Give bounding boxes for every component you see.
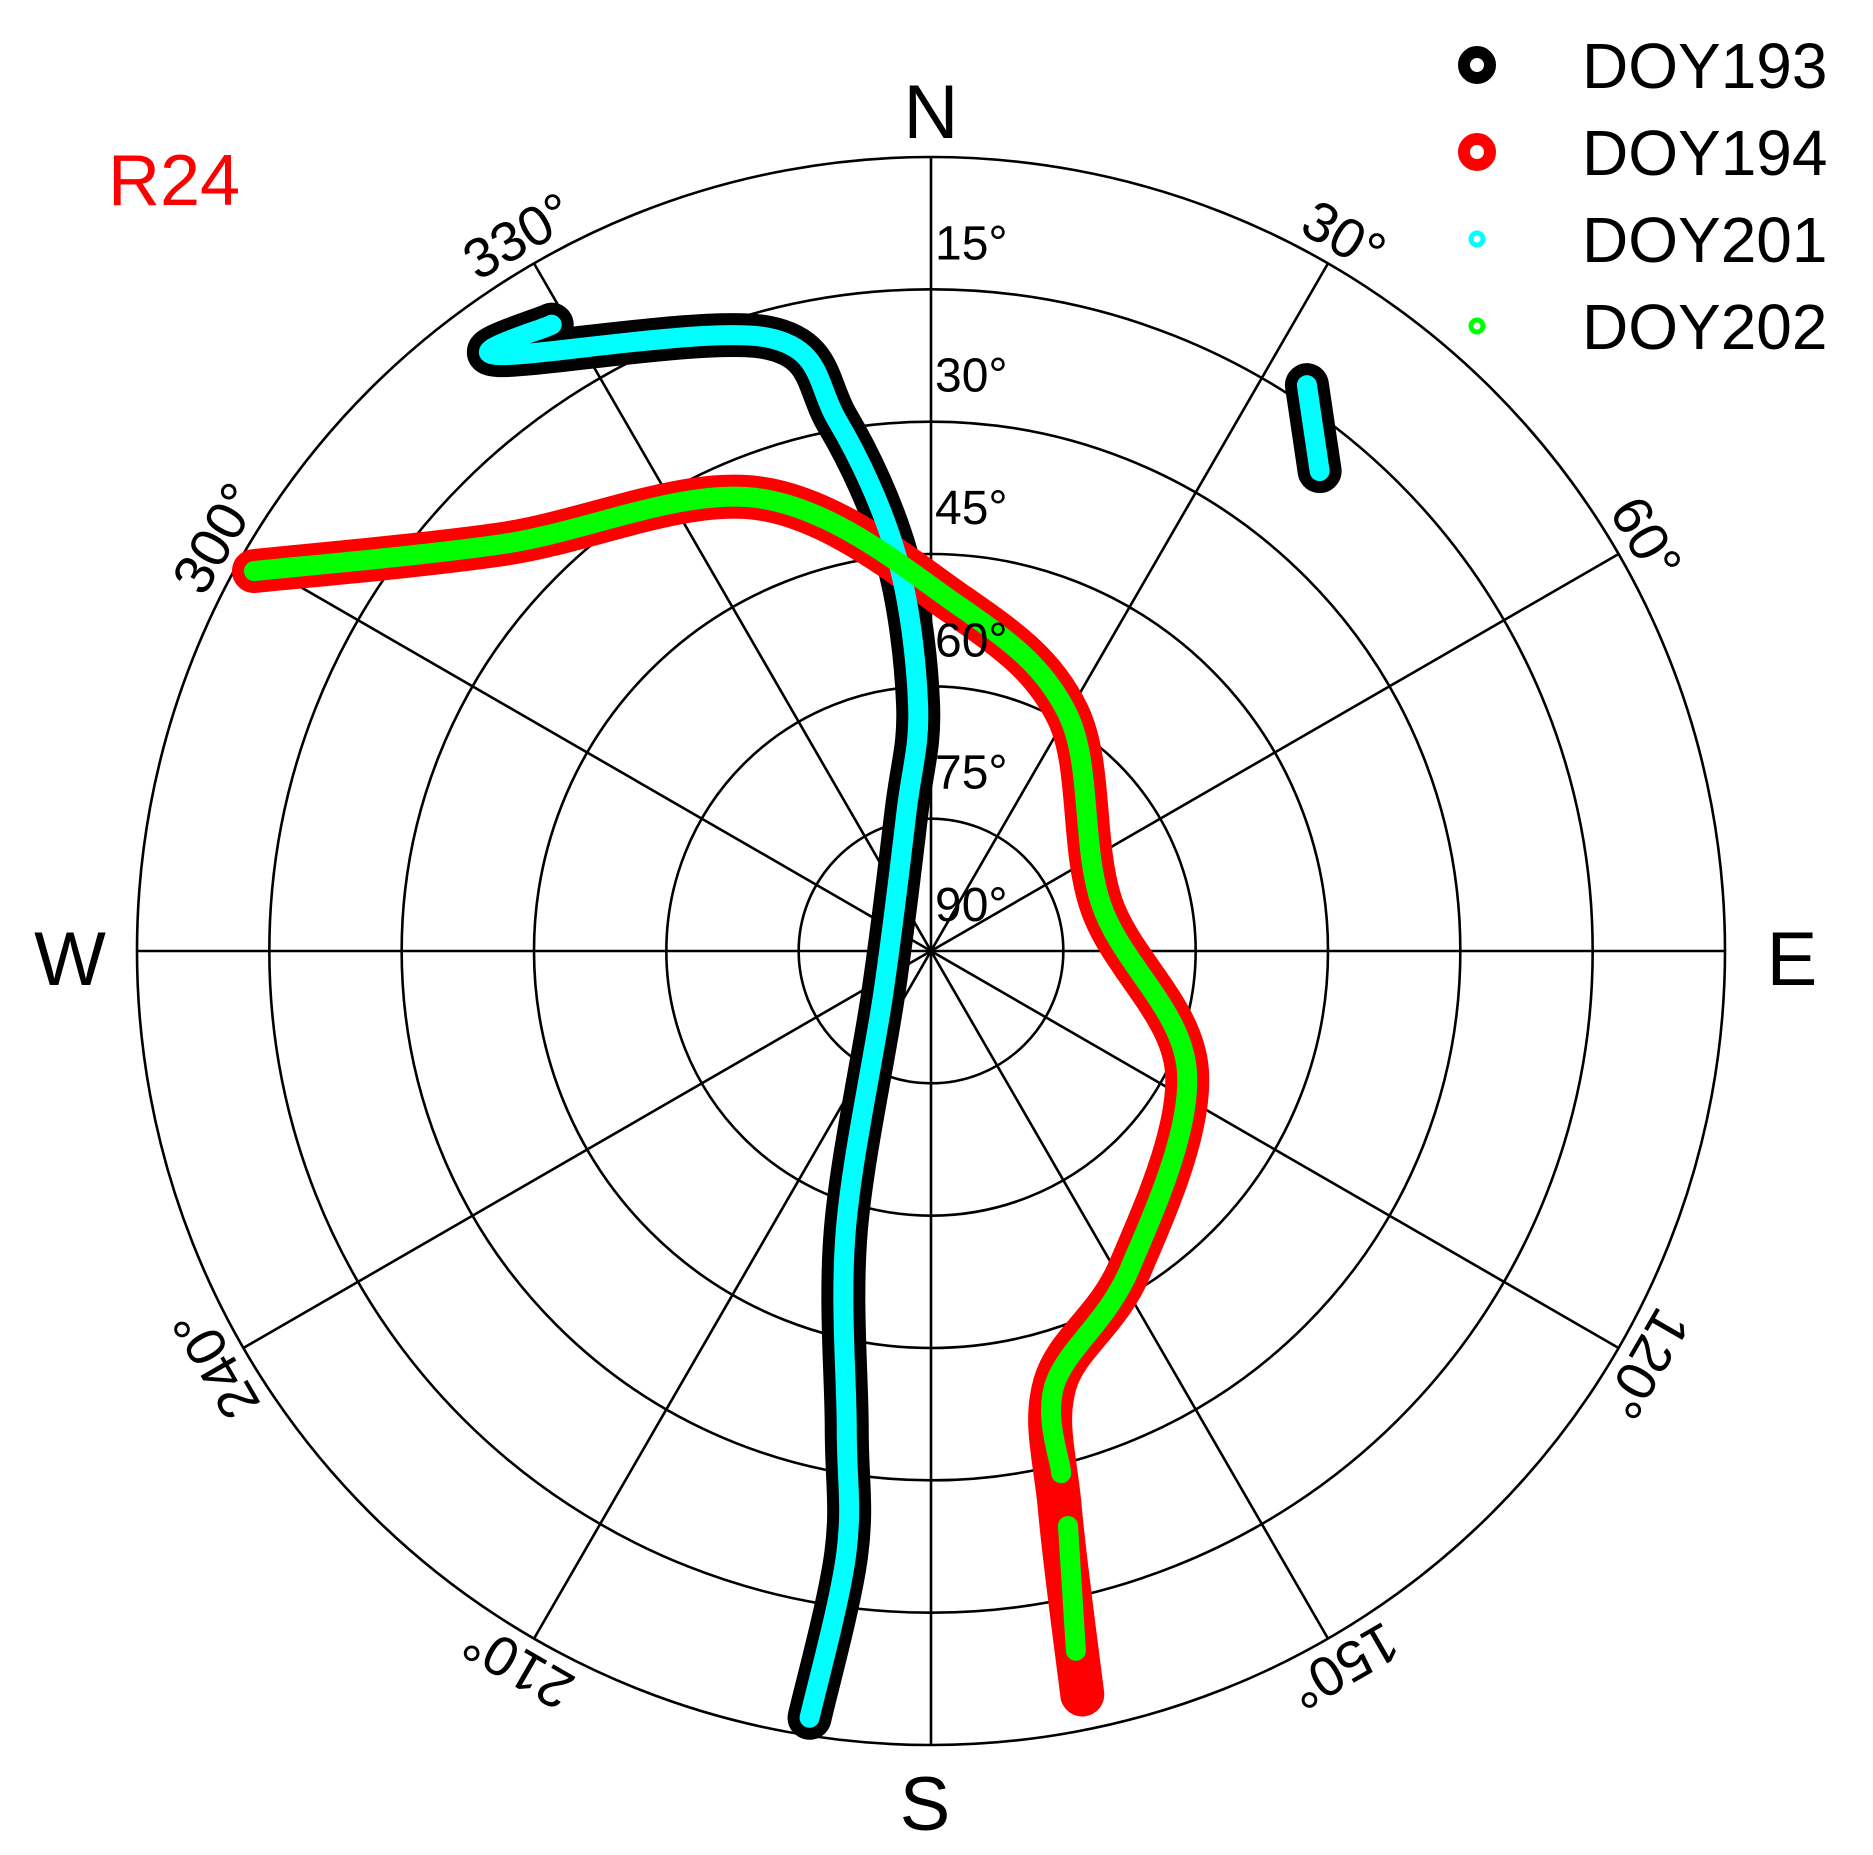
- azimuth-label-30: 30°: [1292, 187, 1397, 284]
- cardinal-s: S: [900, 1762, 951, 1847]
- cardinal-n: N: [904, 70, 959, 155]
- cardinal-labels: N E S W: [34, 70, 1817, 1847]
- elevation-label-30: 30°: [935, 350, 1008, 403]
- azimuth-label-150: 150°: [1278, 1610, 1410, 1722]
- legend-marker-doy202: [1468, 317, 1486, 335]
- satellite-tag: R24: [108, 141, 240, 221]
- track-doy201-segment-1: [478, 314, 929, 1728]
- track-doy202-segment-1: [243, 486, 1198, 1484]
- legend-label-doy201: DOY201: [1582, 204, 1827, 276]
- azimuth-label-60: 60°: [1598, 486, 1695, 591]
- azimuth-label-120: 120°: [1590, 1298, 1702, 1430]
- cardinal-w: W: [34, 917, 106, 1002]
- cardinal-e: E: [1767, 917, 1818, 1002]
- track-doy201-segment-2: [1296, 375, 1330, 482]
- elevation-label-60: 60°: [935, 614, 1008, 667]
- elevation-label-15: 15°: [935, 217, 1008, 270]
- azimuth-label-330: 330°: [452, 179, 584, 291]
- legend-marker-doy194: [1458, 133, 1496, 171]
- elevation-label-45: 45°: [935, 482, 1008, 535]
- legend: DOY193 DOY194 DOY201 DOY202: [1458, 30, 1827, 363]
- legend-label-doy194: DOY194: [1582, 117, 1827, 189]
- satellite-tracks: [231, 302, 1342, 1740]
- elevation-label-90: 90°: [935, 879, 1008, 932]
- azimuth-spokes: [137, 157, 1725, 1745]
- azimuth-label-240: 240°: [159, 1298, 271, 1430]
- elevation-labels: 15° 30° 45° 60° 75° 90°: [935, 217, 1008, 932]
- legend-marker-doy193: [1458, 46, 1496, 84]
- track-doy202-segment-2: [1057, 1516, 1086, 1661]
- legend-label-doy193: DOY193: [1582, 30, 1827, 102]
- legend-marker-doy201: [1468, 230, 1486, 248]
- elevation-label-75: 75°: [935, 747, 1008, 800]
- legend-label-doy202: DOY202: [1582, 291, 1827, 363]
- azimuth-label-210: 210°: [452, 1610, 584, 1722]
